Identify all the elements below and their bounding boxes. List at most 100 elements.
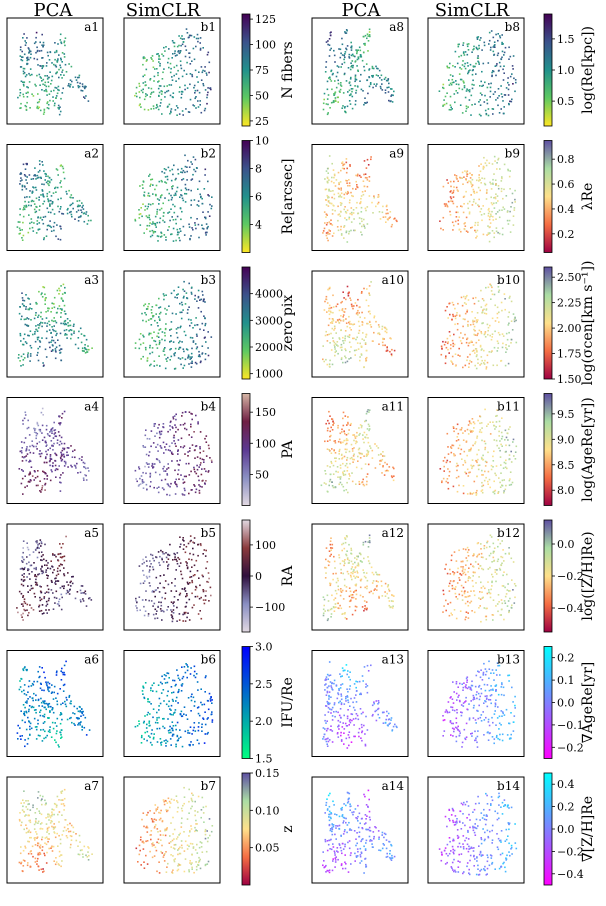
- data-point: [151, 843, 153, 845]
- data-point: [350, 329, 352, 331]
- data-point: [56, 670, 58, 673]
- data-point: [170, 420, 172, 423]
- data-point: [339, 56, 342, 59]
- data-point: [31, 697, 34, 700]
- data-point: [79, 471, 82, 474]
- data-point: [342, 105, 344, 107]
- data-point: [206, 94, 209, 96]
- data-point: [178, 91, 181, 93]
- data-point: [180, 822, 183, 824]
- panel-frame: [311, 17, 409, 125]
- data-point: [378, 326, 381, 328]
- data-point: [191, 800, 194, 803]
- data-point: [148, 722, 150, 724]
- data-point: [348, 179, 350, 181]
- data-point: [141, 818, 143, 821]
- data-point: [477, 224, 479, 226]
- data-point: [41, 667, 43, 669]
- data-point: [145, 320, 147, 323]
- data-point: [52, 328, 54, 331]
- data-point: [41, 161, 43, 163]
- data-point: [366, 179, 369, 181]
- scatter-points: [135, 535, 212, 623]
- data-point: [25, 306, 27, 308]
- data-point: [186, 562, 188, 564]
- data-point: [175, 413, 177, 416]
- data-point: [180, 67, 183, 70]
- data-point: [29, 865, 32, 868]
- data-point: [345, 29, 348, 31]
- data-point: [349, 78, 352, 80]
- data-point: [183, 295, 185, 298]
- data-point: [388, 86, 390, 89]
- data-point: [486, 86, 489, 89]
- data-point: [51, 427, 53, 430]
- data-point: [205, 470, 207, 473]
- data-point: [56, 804, 58, 807]
- data-point: [167, 61, 169, 64]
- data-point: [21, 179, 23, 181]
- data-point: [172, 227, 175, 230]
- data-point: [142, 88, 144, 91]
- data-point: [25, 308, 27, 310]
- data-point: [54, 459, 56, 462]
- data-point: [51, 691, 53, 693]
- data-point: [63, 587, 65, 590]
- data-point: [46, 828, 49, 831]
- data-point: [145, 727, 148, 729]
- data-point: [23, 600, 26, 603]
- data-point: [143, 825, 145, 828]
- data-point: [377, 332, 379, 335]
- data-point: [55, 321, 58, 324]
- data-point: [25, 448, 28, 450]
- data-point: [446, 204, 448, 207]
- data-point: [31, 444, 34, 447]
- data-point: [172, 679, 174, 682]
- data-point: [188, 111, 191, 113]
- data-point: [42, 795, 44, 798]
- data-point: [63, 442, 66, 445]
- data-point: [199, 328, 201, 331]
- data-point: [60, 481, 62, 484]
- data-point: [21, 556, 24, 558]
- data-point: [189, 860, 191, 862]
- data-point: [204, 70, 206, 72]
- data-point: [149, 96, 152, 98]
- data-point: [26, 86, 28, 88]
- colorbar-gradient: [242, 773, 250, 885]
- data-point: [480, 163, 482, 165]
- data-point: [41, 33, 43, 36]
- data-point: [195, 868, 198, 871]
- data-point: [38, 869, 40, 871]
- data-point: [194, 491, 197, 494]
- data-point: [64, 44, 66, 47]
- data-point: [159, 58, 161, 60]
- data-point: [199, 451, 201, 454]
- data-point: [41, 44, 43, 46]
- data-point: [155, 343, 158, 346]
- data-point: [28, 680, 31, 682]
- data-point: [57, 573, 60, 575]
- data-point: [386, 346, 388, 349]
- data-point: [69, 830, 72, 833]
- data-point: [378, 333, 381, 336]
- data-point: [327, 239, 329, 242]
- data-point: [507, 223, 510, 225]
- data-point: [59, 238, 62, 241]
- data-point: [29, 564, 32, 567]
- data-point: [51, 302, 53, 305]
- data-point: [22, 470, 24, 472]
- data-point: [86, 348, 88, 351]
- data-point: [34, 861, 37, 863]
- data-point: [139, 213, 142, 215]
- data-point: [371, 65, 374, 68]
- data-point: [168, 732, 170, 734]
- data-point: [49, 51, 51, 53]
- data-point: [48, 324, 51, 326]
- data-point: [49, 479, 52, 482]
- data-point: [60, 42, 63, 45]
- data-point: [471, 174, 473, 177]
- data-point: [146, 826, 149, 829]
- data-point: [362, 90, 364, 92]
- colorbar-tick-label: 1.5: [255, 753, 273, 766]
